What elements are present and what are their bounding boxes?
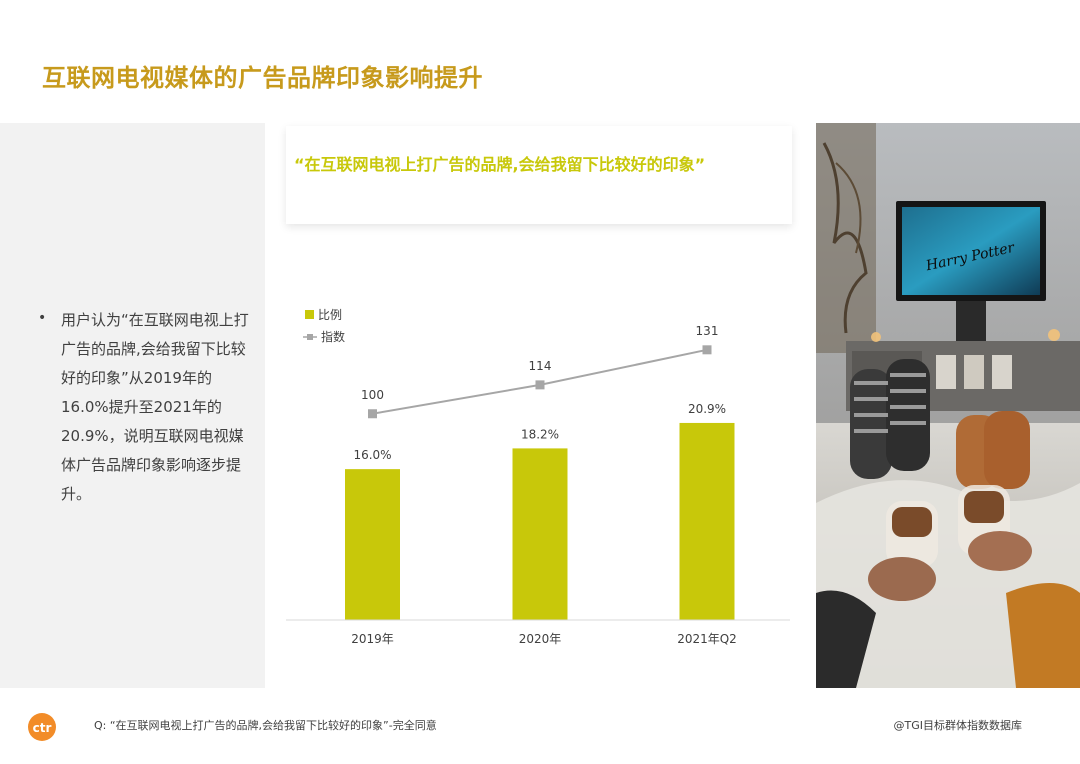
legend-label-line: 指数: [321, 329, 345, 344]
quote-card: “在互联网电视上打广告的品牌,会给我留下比较好的印象”: [286, 126, 792, 224]
bar-label-0: 16.0%: [353, 448, 391, 462]
quote-text: “在互联网电视上打广告的品牌,会给我留下比较好的印象”: [294, 155, 706, 174]
bar-2: [679, 422, 735, 620]
chart: 比例 指数 16.0% 18.2% 20.9% 100 114 131 2019年 202…: [286, 308, 790, 646]
line-label-1: 114: [529, 359, 552, 373]
bullet-text: 用户认为“在互联网电视上打广告的品牌,会给我留下比较好的印象”从2019年的16…: [61, 311, 249, 503]
line-label-0: 100: [361, 388, 384, 402]
x-tick-label-1: 2020年: [519, 632, 562, 646]
living-room-photo: Harry Potter: [816, 123, 1080, 688]
bar-0: [345, 469, 400, 620]
bar-label-2: 20.9%: [688, 402, 726, 416]
legend-swatch-bar: [305, 310, 314, 319]
bar-1: [512, 448, 568, 620]
legend-marker-line: [307, 334, 313, 340]
footer-source: @TGI目标群体指数数据库: [893, 719, 1023, 732]
x-tick-label-0: 2019年: [351, 632, 394, 646]
footer-question: Q: “在互联网电视上打广告的品牌,会给我留下比较好的印象”-完全同意: [94, 719, 437, 732]
bar-label-1: 18.2%: [521, 427, 559, 441]
line-label-2: 131: [696, 324, 719, 338]
left-panel: [0, 123, 265, 688]
page-title: 互联网电视媒体的广告品牌印象影响提升: [42, 64, 483, 92]
svg-text:ctr: ctr: [33, 721, 52, 735]
chart-legend: 比例 指数: [303, 308, 345, 344]
line-point-2: [702, 345, 712, 355]
x-tick-label-2: 2021年Q2: [677, 632, 737, 646]
legend-label-bar: 比例: [318, 308, 342, 322]
bullet-dot: •: [38, 310, 47, 326]
line-point-1: [535, 380, 545, 390]
ctr-logo: ctr: [28, 713, 56, 741]
line-point-0: [368, 409, 377, 419]
